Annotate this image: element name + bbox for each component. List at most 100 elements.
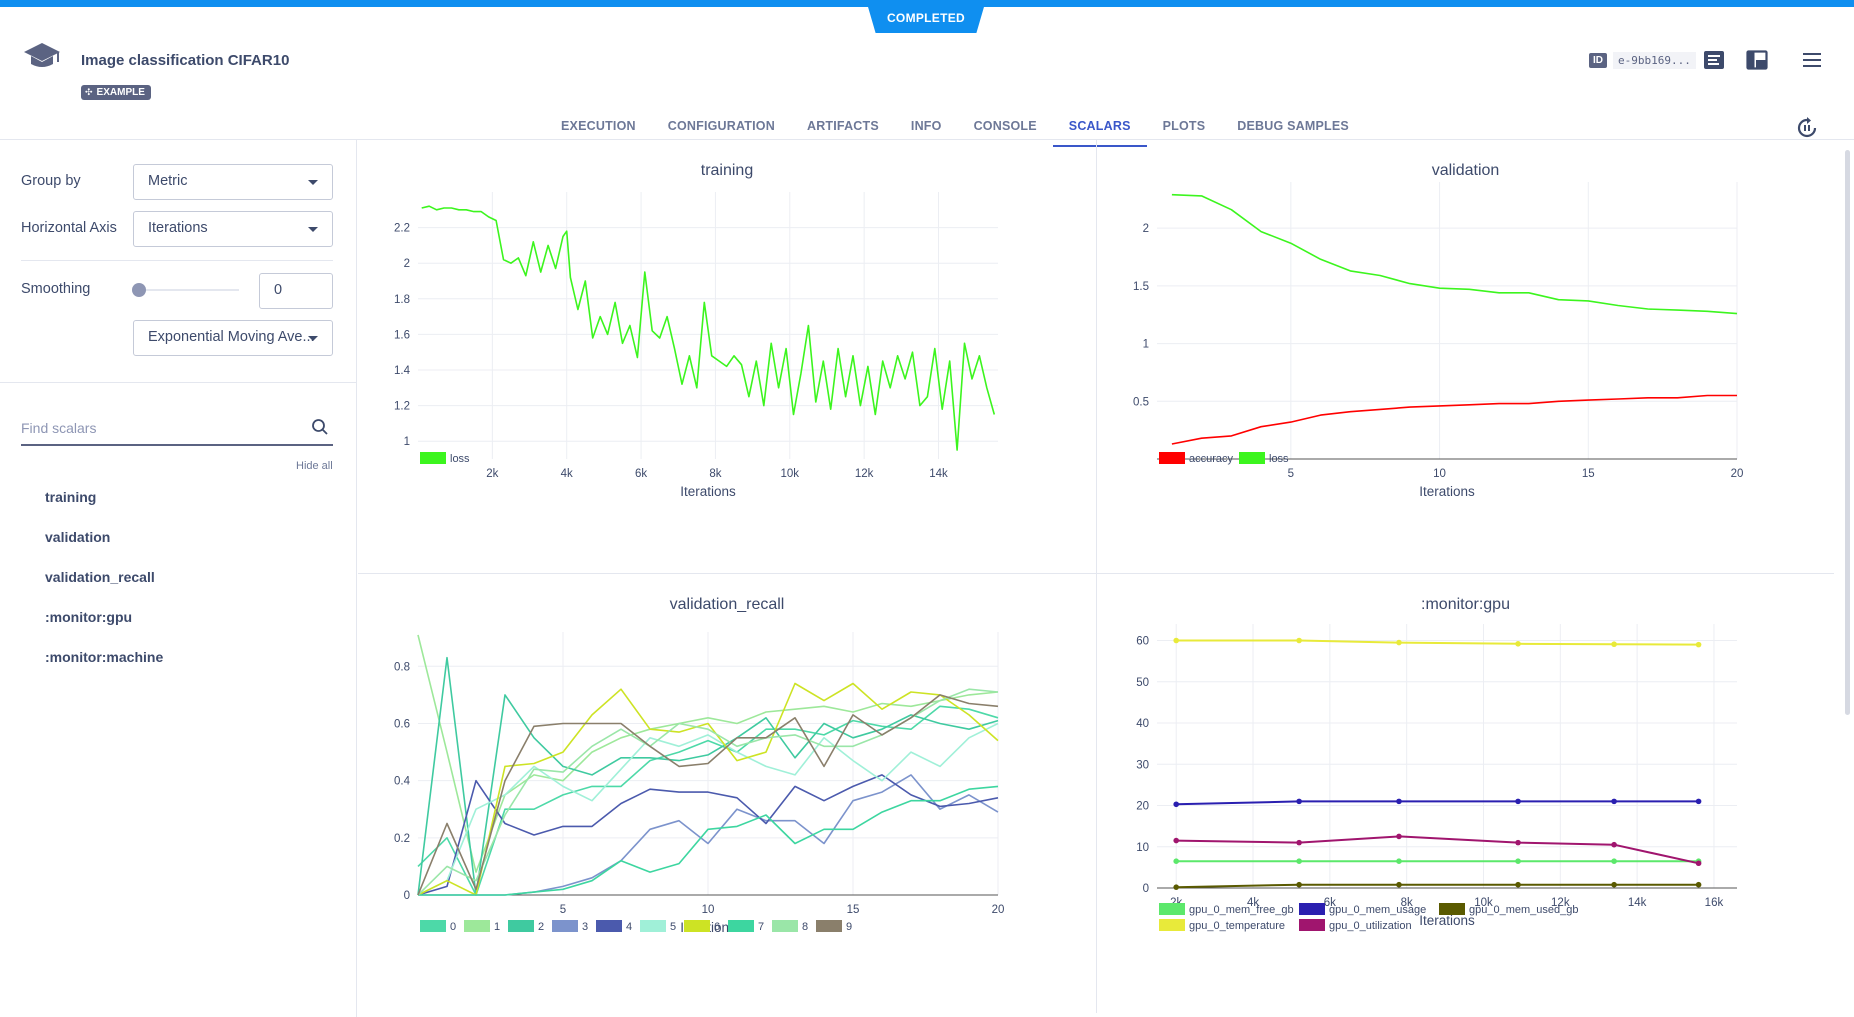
- legend-swatch: [772, 920, 798, 932]
- data-point: [1296, 881, 1302, 888]
- y-tick-label: 2.2: [394, 223, 410, 235]
- chart-title: validation: [1431, 162, 1500, 179]
- legend-swatch: [1439, 903, 1465, 915]
- find-scalars-input[interactable]: Find scalars: [21, 408, 333, 446]
- group-by-select[interactable]: Metric: [133, 164, 333, 200]
- tab-scalars[interactable]: SCALARS: [1052, 110, 1147, 147]
- y-tick-label: 0.4: [394, 776, 411, 788]
- scalar-item-monitor-gpu[interactable]: :monitor:gpu: [45, 609, 133, 625]
- graduation-cap-icon: [24, 43, 60, 67]
- x-tick-label: 4k: [561, 468, 573, 480]
- task-header: Image classification CIFAR10 ✣ EXAMPLE I…: [0, 7, 1854, 147]
- series-line-5: [417, 722, 999, 896]
- data-point: [1515, 641, 1521, 647]
- x-tick-label: 10k: [781, 468, 800, 480]
- data-point: [1396, 881, 1402, 888]
- auto-refresh-icon[interactable]: [1796, 117, 1818, 139]
- legend-swatch: [508, 920, 534, 932]
- legend-label: 7: [758, 921, 764, 933]
- y-tick-label: 0.2: [394, 833, 410, 845]
- menu-icon[interactable]: [1801, 50, 1823, 70]
- data-point: [1173, 801, 1180, 808]
- chart-validation[interactable]: 5 10 15 20 0.5 1 1.5 2 Iterations accuracy loss: [1097, 140, 1835, 580]
- data-point: [1173, 637, 1180, 644]
- x-tick-label: 20: [992, 904, 1005, 916]
- tab-console[interactable]: CONSOLE: [973, 119, 1037, 133]
- task-id[interactable]: ID e-9bb169...: [1589, 52, 1696, 69]
- tab-artifacts[interactable]: ARTIFACTS: [806, 119, 879, 133]
- legend-swatch: [1159, 452, 1185, 464]
- x-tick-label: 2k: [486, 468, 498, 480]
- x-tick-label: 5: [560, 904, 566, 916]
- data-point: [1515, 858, 1521, 864]
- x-tick-label: 10k: [1474, 897, 1493, 909]
- smoothing-input[interactable]: 0: [259, 273, 333, 309]
- group-by-value: Metric: [148, 173, 188, 189]
- x-tick-label: 20: [1731, 468, 1744, 480]
- series-line-gpu_0_mem_usage: [1176, 800, 1699, 806]
- tab-configuration[interactable]: CONFIGURATION: [667, 119, 775, 133]
- scalar-item-validation-recall[interactable]: validation_recall: [45, 569, 155, 585]
- tab-debug-samples[interactable]: DEBUG SAMPLES: [1237, 119, 1349, 133]
- legend-swatch: [728, 920, 754, 932]
- y-tick-label: 10: [1136, 842, 1149, 854]
- y-tick-label: 50: [1136, 677, 1149, 689]
- search-icon[interactable]: [311, 418, 329, 436]
- horizontal-axis-select[interactable]: Iterations: [133, 211, 333, 247]
- y-tick-label: 1.6: [394, 329, 410, 341]
- scalar-item-validation[interactable]: validation: [45, 529, 111, 545]
- legend-label: gpu_0_temperature: [1189, 920, 1285, 932]
- y-tick-label: 1.5: [1133, 281, 1149, 293]
- y-tick-label: 0: [404, 890, 410, 902]
- tab-plots[interactable]: PLOTS: [1162, 119, 1206, 133]
- series-line-loss: [1171, 193, 1738, 315]
- legend-swatch: [464, 920, 490, 932]
- smoothing-slider-handle[interactable]: [132, 283, 146, 297]
- scalar-item-monitor-machine[interactable]: :monitor:machine: [45, 649, 164, 665]
- x-axis-label: Iterations: [680, 484, 736, 499]
- series-line-7: [418, 785, 999, 896]
- legend-label: 1: [494, 921, 500, 933]
- group-by-label: Group by: [21, 173, 81, 189]
- x-tick-label: 5: [1288, 468, 1294, 480]
- legend-label: accuracy: [1189, 453, 1234, 465]
- x-tick-label: 14k: [1628, 897, 1647, 909]
- hide-all-link[interactable]: Hide all: [296, 460, 333, 472]
- x-tick-label: 12k: [855, 468, 874, 480]
- legend-swatch: [420, 452, 446, 464]
- status-badge: COMPLETED: [866, 0, 986, 33]
- data-point: [1515, 839, 1521, 846]
- chart-training[interactable]: 2k 4k 6k 8k 10k 12k 14k 1 1.2 1.4 1.6 1.8 2 2.2 Iterat…: [358, 140, 1096, 580]
- series-line-loss: [421, 205, 996, 451]
- smoothing-method-value: Exponential Moving Ave...: [148, 329, 315, 345]
- info-panel-icon[interactable]: [1703, 50, 1725, 70]
- tab-execution[interactable]: EXECUTION: [561, 119, 636, 133]
- data-point: [1173, 837, 1180, 844]
- tab-info[interactable]: INFO: [910, 119, 942, 133]
- legend-label: 9: [846, 921, 852, 933]
- scalar-item-training[interactable]: training: [45, 489, 97, 505]
- legend-swatch: [552, 920, 578, 932]
- legend-label: gpu_0_mem_usage: [1329, 904, 1426, 916]
- chart-panel-monitor-gpu: :monitor:gpu 2k4k6k8k10k12k14k16k0102030…: [1096, 573, 1834, 1013]
- chevron-down-icon: [308, 227, 318, 232]
- chart-panel-validation-recall: validation_recall 510152000.20.40.60.8It…: [358, 573, 1096, 1013]
- data-point: [1396, 858, 1402, 864]
- series-line-9: [417, 694, 999, 896]
- series-line-2: [417, 656, 999, 896]
- smoothing-method-select[interactable]: Exponential Moving Ave...: [133, 320, 333, 356]
- layout-toggle-icon[interactable]: [1746, 50, 1768, 70]
- puzzle-icon: ✣: [85, 87, 93, 97]
- scrollbar[interactable]: [1845, 150, 1850, 715]
- id-tag: ID: [1589, 53, 1607, 68]
- data-point: [1296, 637, 1302, 644]
- smoothing-slider-track[interactable]: [139, 289, 239, 291]
- divider: [21, 260, 333, 261]
- legend-swatch: [1239, 452, 1265, 464]
- y-tick-label: 20: [1136, 801, 1149, 813]
- legend-label: gpu_0_utilization: [1329, 920, 1412, 932]
- id-value[interactable]: e-9bb169...: [1613, 52, 1696, 69]
- chart-monitor-gpu[interactable]: 2k4k6k8k10k12k14k16k0102030405060Iterati…: [1097, 574, 1835, 1014]
- x-tick-label: 8k: [1401, 897, 1413, 909]
